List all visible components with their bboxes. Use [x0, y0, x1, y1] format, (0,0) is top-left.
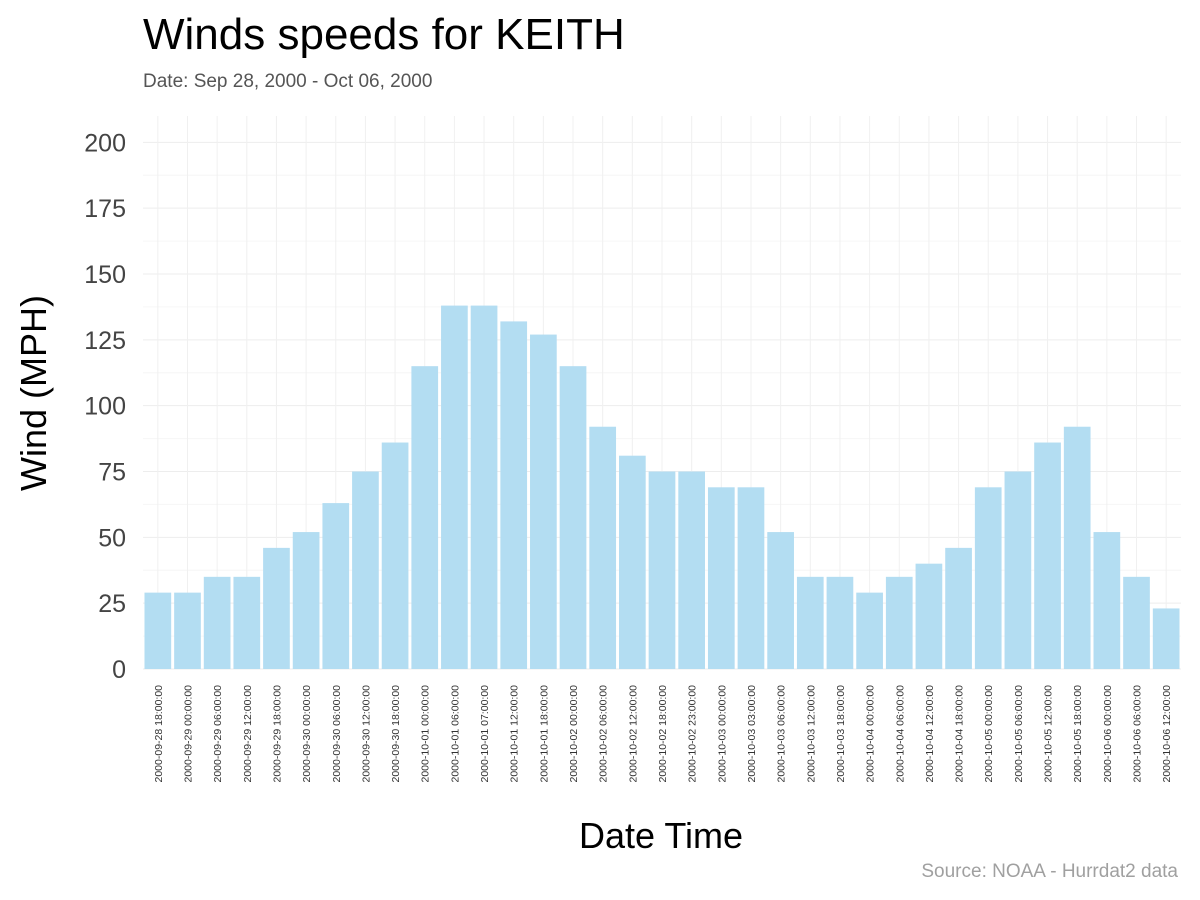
x-tick-label: 2000-10-01 00:00:00	[420, 685, 432, 783]
bar	[352, 471, 379, 669]
y-tick-label: 150	[84, 261, 126, 289]
bar	[826, 576, 854, 669]
x-tick-label: 2000-10-02 00:00:00	[568, 685, 580, 783]
y-tick-label: 50	[98, 524, 126, 552]
bar	[1152, 608, 1180, 669]
x-tick-label: 2000-10-06 00:00:00	[1102, 685, 1114, 783]
bar	[974, 487, 1002, 669]
bar	[589, 426, 617, 669]
x-tick-label: 2000-10-04 18:00:00	[954, 685, 966, 783]
x-tick-label: 2000-10-02 18:00:00	[657, 685, 669, 783]
x-tick-label: 2000-10-03 12:00:00	[805, 685, 817, 783]
bar	[144, 592, 172, 669]
x-tick-label: 2000-09-29 12:00:00	[242, 685, 254, 783]
x-tick-label: 2000-09-29 18:00:00	[271, 685, 283, 783]
bar	[530, 334, 557, 669]
bar	[470, 305, 498, 669]
x-tick-label: 2000-10-02 12:00:00	[627, 685, 639, 783]
bar	[1093, 532, 1121, 669]
bars	[144, 305, 1180, 669]
bar	[381, 442, 409, 669]
bar	[411, 366, 439, 669]
x-tick-label: 2000-09-30 06:00:00	[331, 685, 343, 783]
x-tick-label: 2000-10-06 12:00:00	[1161, 685, 1173, 783]
bar	[559, 366, 587, 669]
x-tick-label: 2000-10-03 00:00:00	[716, 685, 728, 783]
x-tick-label: 2000-10-01 06:00:00	[449, 685, 461, 783]
x-tick-label: 2000-10-05 06:00:00	[1013, 685, 1025, 783]
y-tick-label: 200	[84, 129, 126, 157]
bar	[885, 576, 913, 669]
y-tick-label: 25	[98, 590, 126, 618]
y-tick-label: 75	[98, 459, 126, 487]
x-tick-label: 2000-10-06 06:00:00	[1132, 685, 1144, 783]
bar	[233, 576, 261, 669]
y-tick-label: 100	[84, 393, 126, 421]
bar	[767, 532, 794, 669]
bar	[915, 563, 943, 669]
bar	[292, 532, 320, 669]
bar	[707, 487, 735, 669]
bar	[203, 576, 231, 669]
y-tick-label: 125	[84, 327, 126, 355]
x-tick-label: 2000-10-01 18:00:00	[538, 685, 550, 783]
x-tick-label: 2000-09-30 12:00:00	[360, 685, 372, 783]
x-tick-label: 2000-09-30 00:00:00	[301, 685, 313, 783]
x-tick-label: 2000-10-05 18:00:00	[1072, 685, 1084, 783]
bar	[500, 321, 528, 669]
chart-subtitle: Date: Sep 28, 2000 - Oct 06, 2000	[143, 71, 433, 92]
x-tick-label: 2000-10-03 06:00:00	[776, 685, 788, 783]
x-tick-label: 2000-09-29 00:00:00	[182, 685, 194, 783]
chart-title: Winds speeds for KEITH	[143, 10, 625, 59]
y-tick-label: 175	[84, 195, 126, 223]
y-tick-label: 0	[112, 656, 126, 684]
x-axis-ticks: 2000-09-28 18:00:00 2000-09-29 00:00:00 20…	[153, 685, 1173, 783]
bar	[263, 547, 290, 669]
bar	[796, 576, 824, 669]
bar	[648, 471, 676, 669]
x-axis-label: Date Time	[578, 815, 744, 856]
x-tick-label: 2000-10-05 00:00:00	[983, 685, 995, 783]
x-tick-label: 2000-10-01 07:00:00	[479, 685, 491, 783]
x-tick-label: 2000-09-29 06:00:00	[212, 685, 224, 783]
x-tick-label: 2000-10-01 12:00:00	[509, 685, 521, 783]
bar	[1123, 576, 1150, 669]
bar	[945, 547, 972, 669]
bar	[1004, 471, 1032, 669]
x-tick-label: 2000-09-30 18:00:00	[390, 685, 402, 783]
y-axis-ticks: 0 25 50 75 100 125 150 175 200	[84, 129, 126, 684]
x-tick-label: 2000-10-04 06:00:00	[894, 685, 906, 783]
x-tick-label: 2000-10-04 00:00:00	[865, 685, 877, 783]
bar	[737, 487, 765, 669]
x-tick-label: 2000-10-02 06:00:00	[598, 685, 610, 783]
x-tick-label: 2000-10-05 12:00:00	[1043, 685, 1055, 783]
y-axis-label: Wind (MPH)	[13, 295, 54, 491]
bar	[1034, 442, 1061, 669]
bar	[856, 592, 883, 669]
x-tick-label: 2000-09-28 18:00:00	[153, 685, 165, 783]
chart-caption: Source: NOAA - Hurrdat2 data	[921, 861, 1178, 882]
bar	[322, 503, 350, 669]
x-tick-label: 2000-10-04 12:00:00	[924, 685, 936, 783]
bar	[441, 305, 468, 669]
x-tick-label: 2000-10-03 18:00:00	[835, 685, 847, 783]
x-tick-label: 2000-10-03 03:00:00	[746, 685, 758, 783]
bar	[618, 455, 646, 669]
bar	[678, 471, 706, 669]
x-tick-label: 2000-10-02 23:00:00	[687, 685, 699, 783]
bar	[174, 592, 201, 669]
bar	[1063, 426, 1091, 669]
